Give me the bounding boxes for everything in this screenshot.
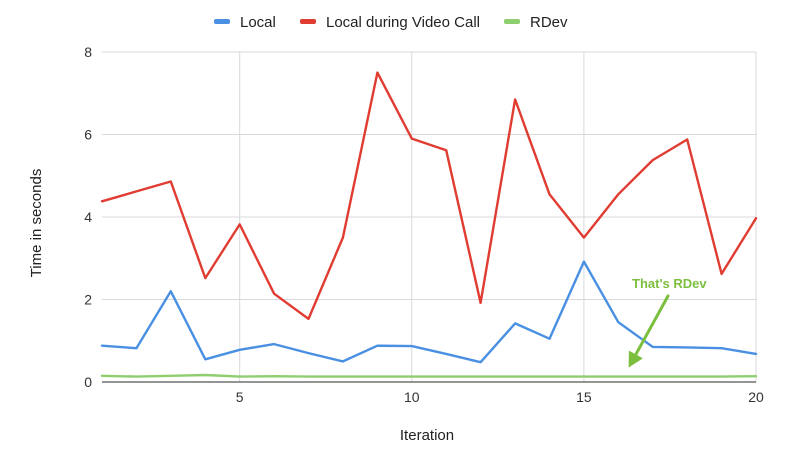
x-tick-label: 15 [576, 389, 592, 405]
y-tick-label: 4 [84, 209, 92, 225]
x-tick-label: 10 [404, 389, 420, 405]
series-line-2 [100, 373, 758, 378]
axes: 0 2 4 6 8 5 10 15 20 [84, 44, 764, 405]
y-tick-label: 2 [84, 292, 92, 308]
series-group [100, 71, 758, 378]
y-tick-label: 0 [84, 374, 92, 390]
legend-label: Local [240, 14, 276, 31]
annotation: That's RDev [628, 276, 707, 368]
legend-swatch [504, 19, 520, 24]
annotation-label: That's RDev [632, 276, 707, 291]
series-line-1 [100, 71, 758, 321]
legend-label: Local during Video Call [326, 14, 480, 31]
legend: Local Local during Video Call RDev [214, 14, 568, 31]
y-tick-label: 6 [84, 127, 92, 143]
annotation-arrow-head [628, 350, 643, 368]
series-line-0 [100, 260, 758, 364]
x-tick-label: 20 [748, 389, 764, 405]
legend-label: RDev [530, 14, 568, 31]
annotation-arrow-shaft [634, 294, 670, 356]
y-axis-title: Time in seconds [28, 169, 45, 278]
legend-swatch [300, 19, 316, 24]
x-tick-label: 5 [236, 389, 244, 405]
y-tick-label: 8 [84, 44, 92, 60]
legend-swatch [214, 19, 230, 24]
x-axis-title: Iteration [400, 427, 454, 444]
grid-lines [102, 51, 757, 382]
